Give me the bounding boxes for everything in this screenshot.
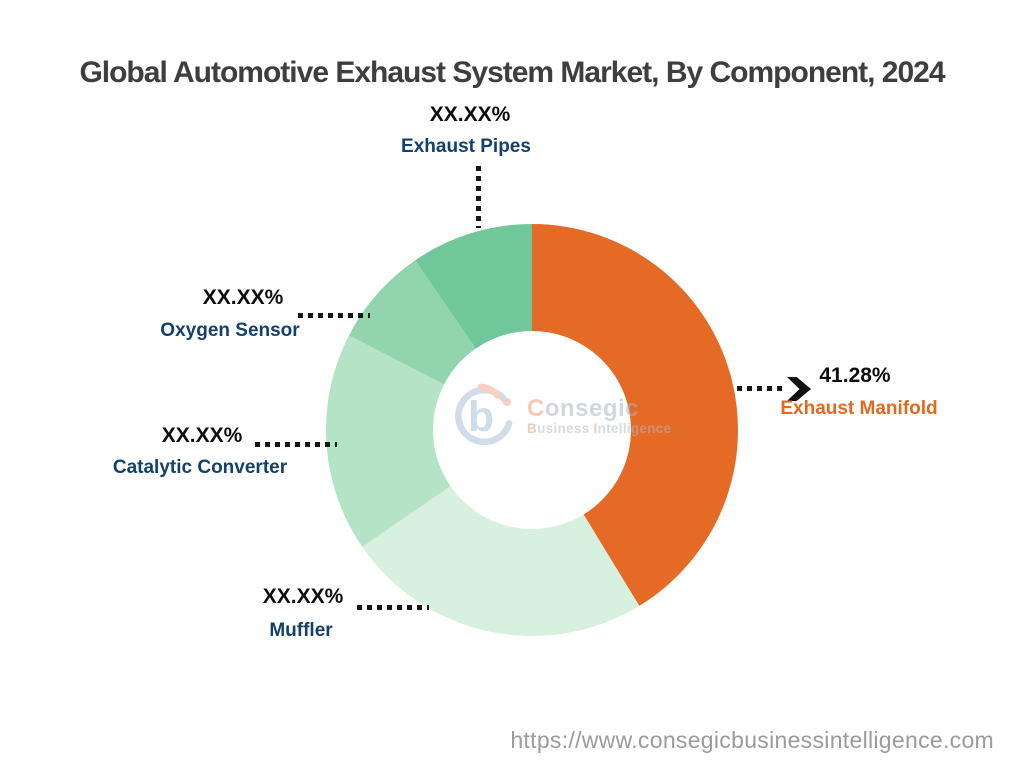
consegic-logo-text: Consegic Business Intelligence	[527, 396, 671, 435]
slice-catalytic-converter	[325, 335, 451, 547]
svg-text:b: b	[468, 393, 494, 441]
slice-muffler	[362, 486, 640, 637]
consegic-watermark: b Consegic Business Intelligence	[444, 379, 671, 453]
exhaust-manifold-label: Exhaust Manifold	[780, 398, 938, 419]
slice-exhaust-pipes	[415, 224, 532, 349]
catalytic-converter-label: Catalytic Converter	[112, 457, 288, 478]
brand-tagline: Business Intelligence	[527, 420, 672, 436]
muffler-value: XX.XX%	[262, 585, 344, 608]
oxygen-sensor-value: XX.XX%	[202, 286, 284, 309]
exhaust-pipes-value: XX.XX%	[429, 103, 511, 126]
brand-name: Consegic	[527, 395, 640, 423]
exhaust-manifold-leader-line	[737, 386, 787, 391]
consegic-logo-icon: b	[455, 383, 513, 446]
oxygen-sensor-leader-line	[298, 313, 370, 318]
slice-exhaust-manifold	[532, 224, 739, 606]
donut-slices	[325, 224, 739, 637]
exhaust-pipes-leader-line	[476, 166, 481, 228]
catalytic-converter-leader-line	[255, 442, 337, 447]
chart-title: Global Automotive Exhaust System Market,…	[79, 56, 945, 89]
slice-oxygen-sensor	[349, 260, 476, 385]
exhaust-pipes-label: Exhaust Pipes	[401, 136, 531, 157]
source-url: https://www.consegicbusinessintelligence…	[510, 727, 994, 753]
exhaust-manifold-value: 41.28%	[819, 364, 891, 387]
catalytic-converter-value: XX.XX%	[161, 424, 243, 447]
muffler-label: Muffler	[269, 620, 333, 641]
muffler-leader-line	[357, 605, 429, 610]
oxygen-sensor-label: Oxygen Sensor	[160, 320, 300, 341]
